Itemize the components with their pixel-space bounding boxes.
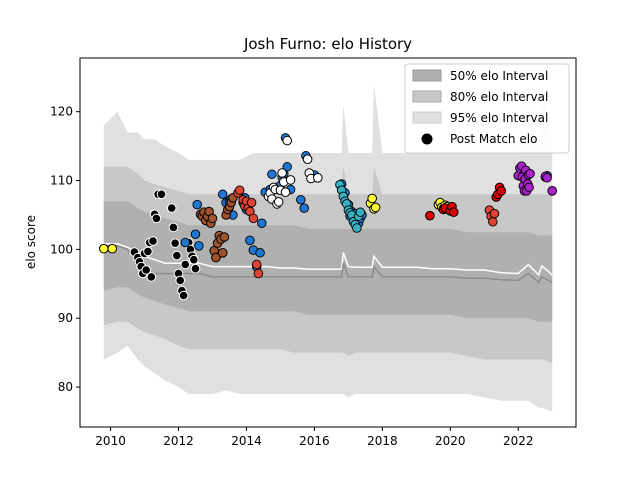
data-point	[313, 173, 323, 183]
data-point	[207, 213, 218, 224]
legend-swatch-50	[412, 69, 442, 82]
data-point	[172, 250, 182, 261]
data-point	[217, 189, 228, 200]
data-point	[525, 168, 535, 179]
data-point	[217, 248, 228, 258]
elo-lines	[103, 243, 553, 284]
data-point	[367, 193, 378, 204]
band-50	[103, 201, 553, 322]
data-point	[547, 186, 557, 196]
data-point	[524, 182, 534, 193]
legend-marker-post-match	[421, 133, 433, 145]
data-point	[253, 268, 264, 279]
x-tick-label: 2010	[95, 434, 126, 448]
x-tick-label: 2014	[231, 434, 262, 448]
data-point	[299, 203, 309, 213]
data-point	[273, 197, 284, 207]
data-point	[248, 213, 259, 224]
data-point	[448, 207, 459, 217]
data-point	[190, 263, 201, 274]
data-point	[143, 246, 153, 257]
data-point	[170, 238, 180, 248]
data-point	[296, 195, 306, 205]
data-point	[488, 217, 498, 227]
data-point	[99, 243, 109, 254]
data-point	[190, 229, 201, 239]
data-point	[282, 135, 293, 146]
data-point	[280, 187, 291, 197]
data-point	[107, 243, 118, 254]
data-point	[542, 173, 552, 183]
data-point	[180, 259, 191, 270]
data-point	[192, 199, 202, 210]
legend-swatch-95	[412, 111, 442, 124]
x-tick-label: 2020	[435, 434, 466, 448]
data-point	[194, 241, 204, 251]
data-point	[151, 213, 162, 224]
data-point	[234, 185, 245, 195]
data-point	[156, 189, 167, 200]
x-axis: 2010 2012 2014 2016 2018 2020 2022	[95, 427, 534, 448]
legend-label-post-match: Post Match elo	[450, 132, 537, 146]
data-point	[245, 235, 255, 246]
legend-label-95: 95% elo Interval	[450, 111, 548, 125]
y-axis-label: elo score	[24, 215, 38, 269]
data-point	[168, 222, 179, 233]
data-point	[146, 272, 157, 282]
x-tick-label: 2022	[503, 434, 534, 448]
elo-line-0	[103, 243, 553, 277]
elo-line-1	[103, 245, 553, 284]
post-match-points	[99, 133, 557, 301]
data-point	[175, 275, 185, 286]
legend-box	[404, 63, 570, 154]
y-tick-label: 90	[58, 311, 73, 325]
legend-label-50: 50% elo Interval	[450, 69, 548, 83]
legend: 50% elo Interval 80% elo Interval 95% el…	[404, 63, 570, 154]
data-point	[189, 254, 199, 265]
data-point	[219, 232, 230, 242]
data-point	[370, 202, 381, 213]
y-tick-label: 110	[50, 174, 73, 188]
data-point	[425, 210, 435, 221]
y-tick-label: 120	[50, 105, 73, 119]
legend-swatch-80	[412, 90, 442, 103]
data-point	[166, 203, 177, 213]
data-point	[211, 252, 221, 263]
data-point	[246, 197, 257, 208]
data-point	[355, 207, 366, 217]
data-point	[180, 237, 191, 248]
x-tick-label: 2012	[163, 434, 194, 448]
y-tick-label: 100	[50, 242, 73, 256]
data-point	[148, 236, 158, 246]
data-point	[489, 208, 500, 219]
data-point	[352, 223, 362, 233]
chart-title: Josh Furno: elo History	[243, 35, 412, 53]
data-point	[496, 186, 507, 196]
data-point	[277, 168, 287, 178]
data-point	[141, 265, 151, 275]
legend-label-80: 80% elo Interval	[450, 90, 548, 104]
data-point	[267, 169, 277, 180]
data-point	[302, 154, 313, 164]
data-point	[178, 290, 189, 301]
data-point	[285, 175, 296, 185]
data-point	[257, 218, 267, 228]
x-tick-label: 2018	[367, 434, 398, 448]
y-tick-label: 80	[58, 380, 73, 394]
data-point	[251, 259, 262, 270]
plot-area-frame	[79, 57, 577, 428]
data-point	[255, 248, 265, 258]
y-axis: 80 90 100 110 120	[50, 105, 80, 394]
data-point	[282, 162, 292, 172]
x-tick-label: 2016	[299, 434, 330, 448]
